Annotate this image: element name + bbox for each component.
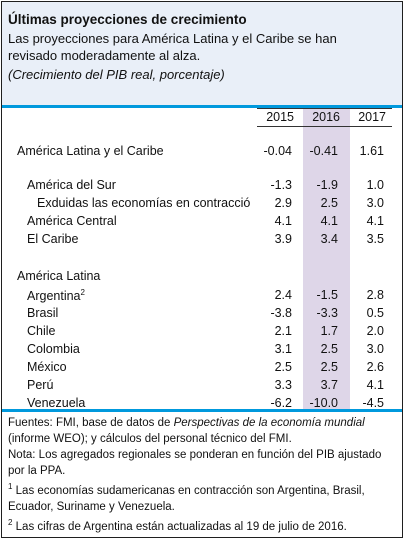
cell-2016: 2.5 bbox=[320, 196, 338, 210]
cell-2015: -1.3 bbox=[270, 178, 292, 192]
table-row: Exduidas las economías en contracció 2.9… bbox=[2, 196, 402, 211]
table-row: Brasil -3.8 -3.3 0.5 bbox=[2, 306, 402, 321]
row-label: Brasil bbox=[27, 306, 59, 320]
bottom-rule bbox=[2, 409, 402, 412]
row-label: América Latina y el Caribe bbox=[17, 144, 164, 158]
unit-note: (Crecimiento del PIB real, porcentaje) bbox=[8, 67, 225, 82]
cell-2016: 1.7 bbox=[320, 324, 338, 338]
source-text: Fuentes: FMI, base de datos de bbox=[8, 417, 174, 429]
footnote-marker: 1 bbox=[8, 482, 13, 491]
row-label: Chile bbox=[27, 324, 56, 338]
cell-2016: 3.7 bbox=[320, 378, 338, 392]
row-label: Venezuela bbox=[27, 396, 86, 410]
cell-2015: 3.3 bbox=[274, 378, 292, 392]
table-row: Venezuela -6.2 -10.0 -4.5 bbox=[2, 396, 402, 411]
cell-2017: 3.0 bbox=[366, 196, 384, 210]
cell-2016: -0.41 bbox=[309, 144, 339, 158]
cell-2017: 2.8 bbox=[366, 288, 384, 302]
column-2016-shade bbox=[303, 108, 350, 409]
footnote-marker: 2 bbox=[80, 288, 85, 297]
cell-2015: -0.04 bbox=[263, 144, 293, 158]
cell-2015: -6.2 bbox=[270, 396, 292, 410]
cell-2015: 3.1 bbox=[274, 342, 292, 356]
column-header-2016: 2016 bbox=[312, 110, 340, 124]
footnote-1: 1 Las economías sudamericanas en contrac… bbox=[8, 479, 398, 515]
cell-2017: 0.5 bbox=[366, 306, 384, 320]
cell-2015: -3.8 bbox=[270, 306, 292, 320]
figure-subtitle: Las proyecciones para América Latina y e… bbox=[8, 31, 337, 63]
cell-2017: 1.61 bbox=[359, 144, 384, 158]
header-top-line bbox=[257, 108, 392, 109]
cell-2016: -10.0 bbox=[309, 396, 339, 410]
cell-2016: -1.9 bbox=[316, 178, 338, 192]
table-row: El Caribe 3.9 3.4 3.5 bbox=[2, 232, 402, 247]
source-note: Fuentes: FMI, base de datos de Perspecti… bbox=[8, 415, 398, 447]
cell-2016: 3.4 bbox=[320, 232, 338, 246]
row-label: América del Sur bbox=[27, 178, 116, 192]
row-label: Exduidas las economías en contracció bbox=[37, 196, 251, 210]
cell-2016: 4.1 bbox=[320, 214, 338, 228]
cell-2015: 2.5 bbox=[274, 360, 292, 374]
row-label: América Central bbox=[27, 214, 117, 228]
table-row: América Latina y el Caribe -0.04 -0.41 1… bbox=[2, 144, 402, 159]
table-row: Perú 3.3 3.7 4.1 bbox=[2, 378, 402, 393]
country-name: Argentina bbox=[27, 289, 81, 304]
cell-2016: 2.5 bbox=[320, 360, 338, 374]
table-row: Argentina2 2.4 -1.5 2.8 bbox=[2, 288, 402, 303]
cell-2016: -1.5 bbox=[316, 288, 338, 302]
column-header-2017: 2017 bbox=[358, 110, 386, 124]
row-label: Perú bbox=[27, 378, 54, 392]
cell-2017: -4.5 bbox=[362, 396, 384, 410]
cell-2017: 4.1 bbox=[366, 214, 384, 228]
row-label: Argentina2 bbox=[27, 288, 85, 303]
row-label: México bbox=[27, 360, 67, 374]
footnotes: Fuentes: FMI, base de datos de Perspecti… bbox=[8, 415, 398, 535]
section-label: América Latina bbox=[17, 269, 101, 283]
top-rule bbox=[2, 105, 402, 108]
source-publication: Perspectivas de la economía mundial bbox=[173, 417, 365, 429]
cell-2017: 1.0 bbox=[366, 178, 384, 192]
footnote-marker: 2 bbox=[8, 517, 13, 527]
cell-2015: 3.9 bbox=[274, 232, 292, 246]
table-row: Chile 2.1 1.7 2.0 bbox=[2, 324, 402, 339]
footnote-2: 2 Las cifras de Argentina están actualiz… bbox=[8, 515, 398, 535]
row-label: Colombia bbox=[27, 342, 80, 356]
footnote-text: Las cifras de Argentina están actualizad… bbox=[12, 520, 347, 533]
source-text-end: (informe WEO); y cálculos del personal t… bbox=[8, 433, 292, 445]
cell-2017: 3.0 bbox=[366, 342, 384, 356]
cell-2015: 2.1 bbox=[274, 324, 292, 338]
cell-2017: 2.6 bbox=[366, 360, 384, 374]
cell-2016: 2.5 bbox=[320, 342, 338, 356]
table-row: Colombia 3.1 2.5 3.0 bbox=[2, 342, 402, 357]
cell-2017: 4.1 bbox=[366, 378, 384, 392]
cell-2016: -3.3 bbox=[316, 306, 338, 320]
row-label: El Caribe bbox=[27, 232, 79, 246]
table-row: México 2.5 2.5 2.6 bbox=[2, 360, 402, 375]
table-row: América Central 4.1 4.1 4.1 bbox=[2, 214, 402, 229]
cell-2017: 3.5 bbox=[366, 232, 384, 246]
header-panel: Últimas proyecciones de crecimiento Las … bbox=[2, 2, 402, 105]
footnote-text: Las economías sudamericanas en contracci… bbox=[8, 484, 365, 513]
table-row: América del Sur -1.3 -1.9 1.0 bbox=[2, 178, 402, 193]
column-header-2015: 2015 bbox=[266, 110, 294, 124]
cell-2017: 2.0 bbox=[366, 324, 384, 338]
header-bottom-line bbox=[257, 126, 392, 127]
cell-2015: 4.1 bbox=[274, 214, 292, 228]
cell-2015: 2.4 bbox=[274, 288, 292, 302]
figure-title: Últimas proyecciones de crecimiento bbox=[8, 12, 247, 27]
nota-note: Nota: Los agregados regionales se ponder… bbox=[8, 449, 382, 477]
cell-2015: 2.9 bbox=[274, 196, 292, 210]
